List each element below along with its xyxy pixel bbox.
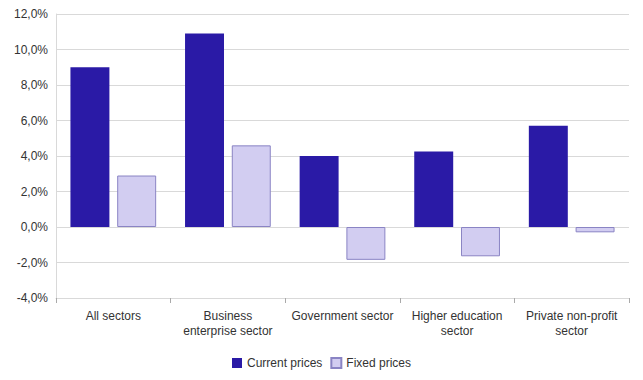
svg-text:-4,0%: -4,0%: [17, 291, 49, 305]
svg-text:Government sector: Government sector: [291, 309, 393, 323]
svg-text:8,0%: 8,0%: [21, 78, 49, 92]
svg-text:6,0%: 6,0%: [21, 114, 49, 128]
svg-text:All sectors: All sectors: [86, 309, 141, 323]
svg-text:Current prices: Current prices: [247, 356, 322, 370]
svg-text:enterprise sector: enterprise sector: [183, 324, 272, 338]
svg-text:sector: sector: [555, 324, 588, 338]
svg-text:12,0%: 12,0%: [14, 7, 48, 21]
svg-text:0,0%: 0,0%: [21, 220, 49, 234]
svg-text:4,0%: 4,0%: [21, 149, 49, 163]
svg-text:10,0%: 10,0%: [14, 43, 48, 57]
svg-text:-2,0%: -2,0%: [17, 256, 49, 270]
svg-text:2,0%: 2,0%: [21, 185, 49, 199]
svg-text:Fixed prices: Fixed prices: [346, 356, 411, 370]
svg-text:Higher education: Higher education: [412, 309, 503, 323]
svg-text:Business: Business: [204, 309, 253, 323]
svg-text:Private non-profit: Private non-profit: [526, 309, 618, 323]
svg-text:sector: sector: [441, 324, 474, 338]
